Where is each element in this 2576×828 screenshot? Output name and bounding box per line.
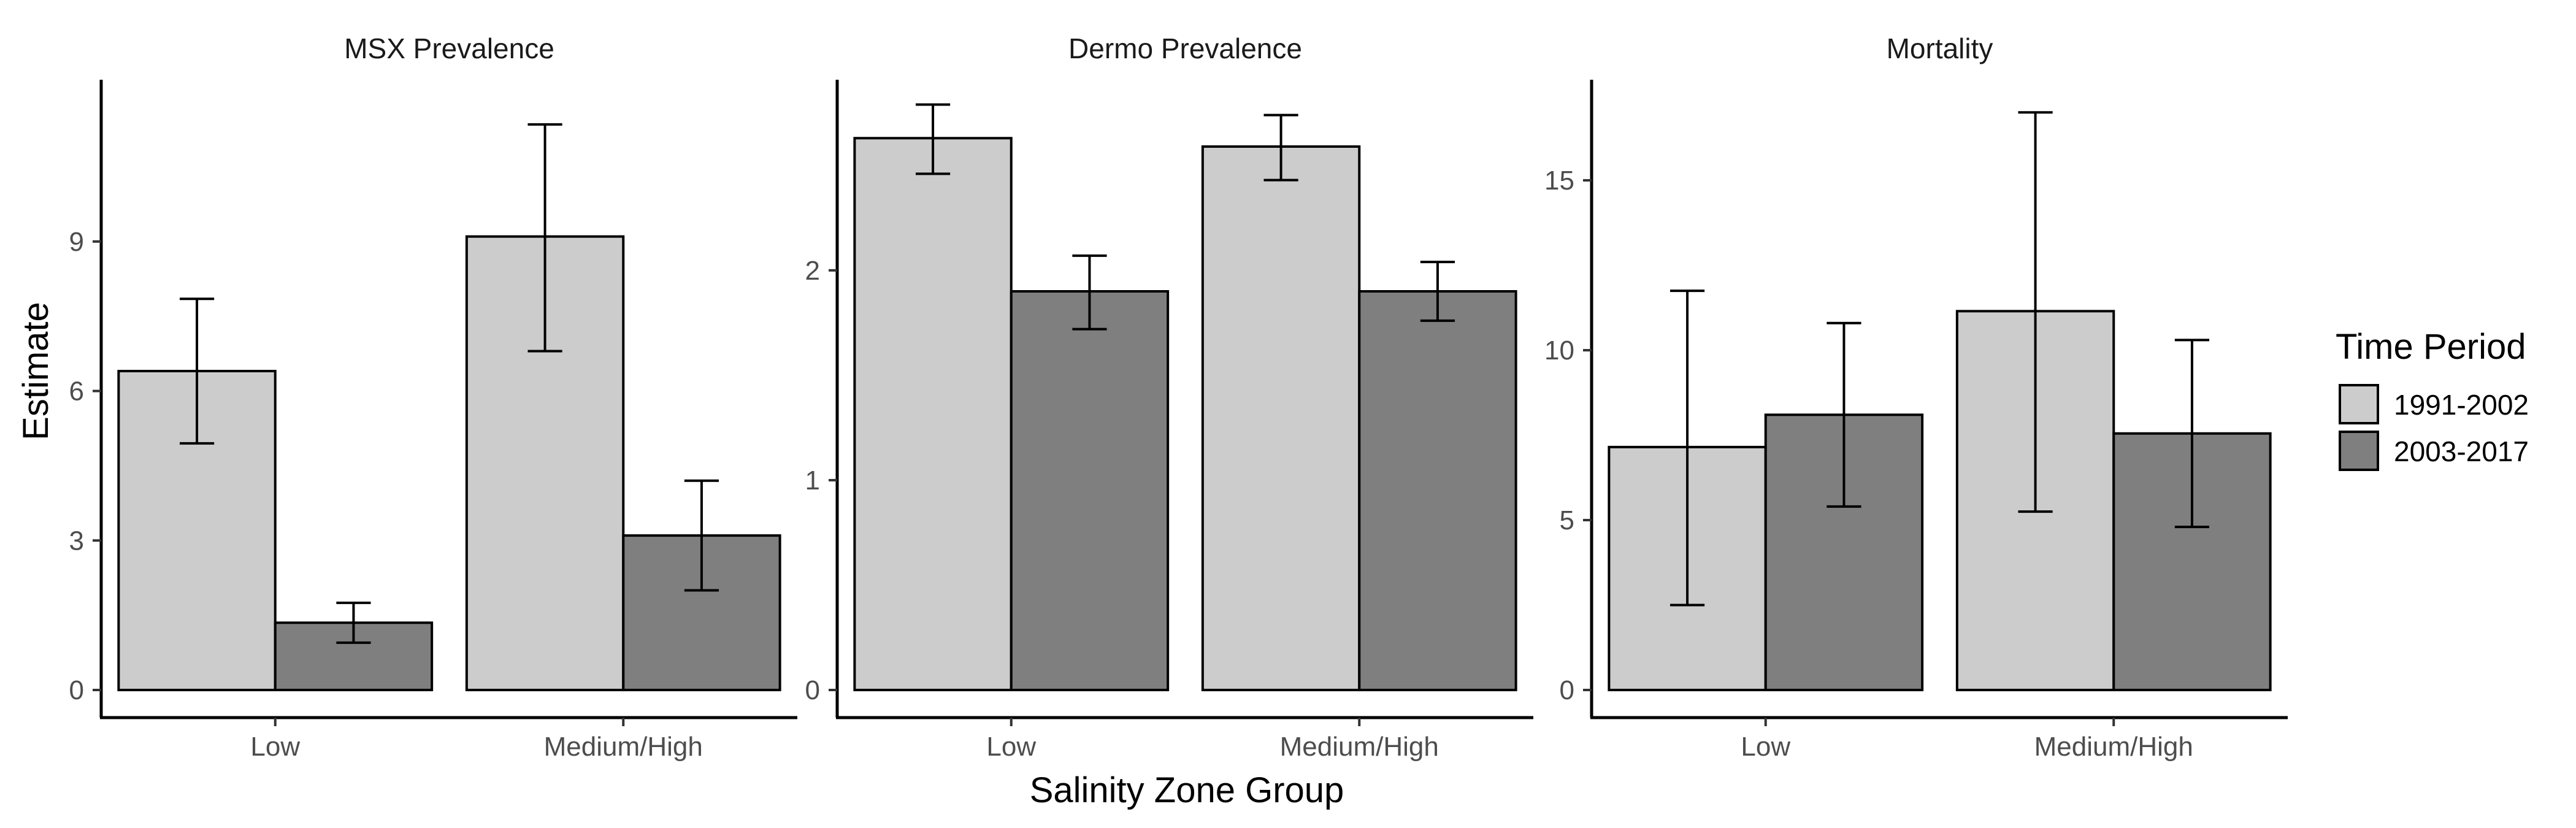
x-axis-title: Salinity Zone Group — [1030, 770, 1344, 810]
x-tick-label: Low — [986, 732, 1036, 762]
x-tick-label: Medium/High — [544, 732, 703, 762]
y-tick-label: 5 — [1560, 505, 1574, 535]
legend-label-1991-2002: 1991-2002 — [2394, 389, 2529, 421]
bar-medium-high-1991-2002 — [1201, 145, 1361, 691]
legend-swatch-1991-2002 — [2339, 384, 2379, 424]
panel-title: MSX Prevalence — [344, 33, 554, 64]
legend-label-2003-2017: 2003-2017 — [2394, 435, 2529, 467]
panel-title: Dermo Prevalence — [1068, 33, 1302, 64]
x-tick-label: Low — [250, 732, 300, 762]
y-tick-label: 15 — [1544, 166, 1574, 196]
y-tick-label: 9 — [69, 227, 84, 257]
y-tick-label: 10 — [1544, 335, 1574, 366]
panel-mortality: Mortality 0 5 10 15 Low Medium/High — [1544, 33, 2288, 762]
panel-dermo-prevalence: Dermo Prevalence 0 1 2 Low Medium/High — [805, 33, 1533, 762]
y-tick-label: 3 — [69, 526, 84, 556]
y-axis-title: Estimate — [16, 302, 56, 440]
y-tick-label: 0 — [1560, 675, 1574, 705]
panel-title: Mortality — [1887, 33, 1993, 64]
y-tick-label: 0 — [69, 675, 84, 705]
x-tick-label: Low — [1741, 732, 1790, 762]
legend: Time Period 1991-2002 2003-2017 — [2336, 327, 2529, 471]
panel-msx-prevalence: MSX Prevalence 0 3 6 9 Low Medium/High — [69, 33, 797, 762]
x-tick-label: Medium/High — [1280, 732, 1439, 762]
bar-low-1991-2002 — [853, 137, 1013, 691]
y-tick-label: 2 — [805, 256, 820, 286]
y-tick-label: 0 — [805, 675, 820, 705]
bar-low-2003-2017 — [1010, 290, 1170, 691]
y-tick-label: 1 — [805, 466, 820, 496]
bar-medium-high-2003-2017 — [1358, 290, 1517, 691]
x-tick-label: Medium/High — [2034, 732, 2193, 762]
legend-swatch-2003-2017 — [2339, 431, 2379, 471]
y-tick-label: 6 — [69, 377, 84, 407]
legend-title: Time Period — [2336, 327, 2526, 367]
